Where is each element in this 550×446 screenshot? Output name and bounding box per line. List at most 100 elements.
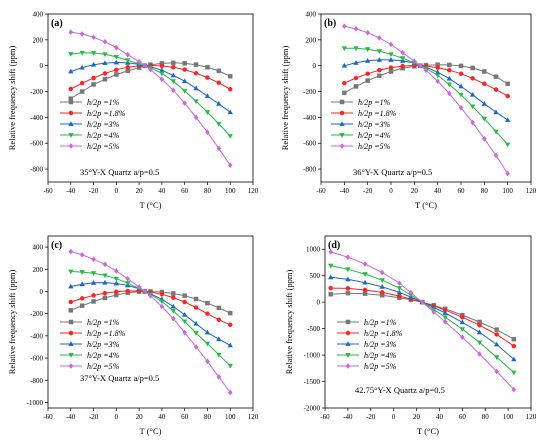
data-point — [181, 319, 188, 325]
legend-marker — [68, 99, 74, 105]
data-point — [494, 327, 499, 332]
y-axis-title: Relative frequency shift (ppm) — [284, 270, 294, 375]
y-axis-title: Relative frequency shift (ppm) — [280, 46, 290, 151]
data-point — [193, 99, 199, 105]
x-axis-title: T (°C) — [417, 426, 439, 436]
y-tick-label: -600 — [303, 140, 316, 148]
data-point — [182, 329, 187, 336]
data-point — [136, 58, 142, 65]
y-tick-label: -800 — [30, 166, 43, 174]
x-tick-label: 100 — [225, 187, 236, 195]
data-point — [505, 93, 510, 99]
data-point — [388, 69, 394, 74]
series-3 — [328, 274, 517, 362]
legend-label: h/2p =5% — [87, 142, 120, 151]
legend-marker — [345, 319, 351, 325]
legend-label: h/2p =3% — [364, 340, 397, 349]
series-1 — [68, 289, 233, 316]
y-tick-label: -200 — [30, 310, 43, 318]
legend-label: h/2p =4% — [358, 131, 391, 140]
y-tick-label: 200 — [33, 266, 44, 274]
data-point — [159, 292, 165, 297]
data-point — [170, 79, 176, 85]
data-point — [458, 63, 464, 69]
legend-marker — [68, 363, 74, 369]
y-tick-label: -600 — [30, 355, 43, 363]
data-point — [91, 75, 96, 81]
x-tick-label: -40 — [343, 413, 353, 421]
data-point — [136, 284, 142, 290]
data-point — [205, 358, 210, 365]
data-point — [447, 62, 452, 68]
data-point — [193, 62, 199, 67]
data-point — [205, 311, 210, 316]
data-point — [114, 289, 119, 294]
data-point — [205, 300, 210, 306]
data-point — [170, 303, 176, 309]
data-point — [353, 25, 359, 32]
x-tick-label: 0 — [115, 413, 119, 421]
data-point — [399, 56, 406, 62]
series-line — [70, 251, 231, 393]
chart-annotation: 37°Y-X Quartz a/p=0.5 — [80, 373, 159, 383]
data-point — [125, 288, 130, 294]
data-point — [170, 315, 176, 322]
data-point — [68, 308, 74, 313]
data-point — [227, 74, 233, 79]
data-point — [216, 336, 222, 342]
data-point — [227, 162, 233, 169]
data-point — [408, 289, 414, 296]
data-point — [458, 92, 464, 98]
data-point — [376, 49, 383, 55]
data-point — [79, 281, 85, 287]
y-tick-label: 500 — [310, 272, 321, 280]
data-point — [341, 62, 348, 68]
data-point — [102, 60, 108, 66]
data-point — [91, 34, 96, 41]
data-point — [362, 287, 368, 293]
data-point — [68, 68, 74, 74]
data-point — [365, 71, 370, 76]
data-point — [216, 305, 222, 311]
data-point — [102, 71, 108, 76]
data-point — [193, 320, 199, 326]
chart-panel-4: -60 -40 -20 0 20 40 60 80 100 120 -2000 -1500 -1000 -… — [284, 235, 537, 436]
series-2 — [328, 285, 517, 349]
data-point — [90, 271, 97, 277]
data-point — [388, 52, 394, 58]
data-point — [79, 270, 85, 275]
y-tick-label: 0 — [317, 299, 321, 307]
data-point — [182, 67, 187, 72]
x-tick-label: 40 — [434, 187, 442, 195]
y-tick-label: -400 — [303, 114, 316, 122]
data-point — [379, 269, 385, 276]
plot-frame — [47, 13, 254, 183]
panel-label: (c) — [51, 240, 62, 251]
data-point — [79, 251, 85, 258]
x-tick-label: 120 — [248, 413, 259, 421]
legend-marker — [68, 330, 74, 336]
data-point — [171, 295, 176, 300]
data-point — [182, 299, 187, 305]
data-point — [205, 129, 210, 136]
data-point — [79, 64, 85, 70]
x-axis-title: T (°C) — [140, 200, 162, 210]
data-point — [159, 303, 165, 310]
legend-marker — [339, 99, 345, 105]
data-point — [193, 331, 199, 336]
data-point — [345, 267, 351, 273]
panel-label: (d) — [328, 240, 340, 251]
series-4 — [68, 50, 233, 139]
chart-panel-1: -60 -40 -20 0 20 40 60 80 100 120-800-600-400-200… — [7, 11, 259, 211]
data-point — [227, 310, 233, 316]
data-point — [125, 64, 130, 70]
series-2 — [342, 63, 510, 99]
data-point — [182, 61, 187, 66]
data-point — [68, 299, 74, 305]
data-point — [171, 64, 176, 70]
legend: h/2p =1% h/2p =1.8% h/2p =3% h/2p =4% h/2p =… — [60, 318, 126, 371]
series-5 — [342, 23, 510, 177]
data-point — [482, 135, 487, 142]
data-point — [328, 274, 334, 280]
data-point — [102, 273, 108, 279]
